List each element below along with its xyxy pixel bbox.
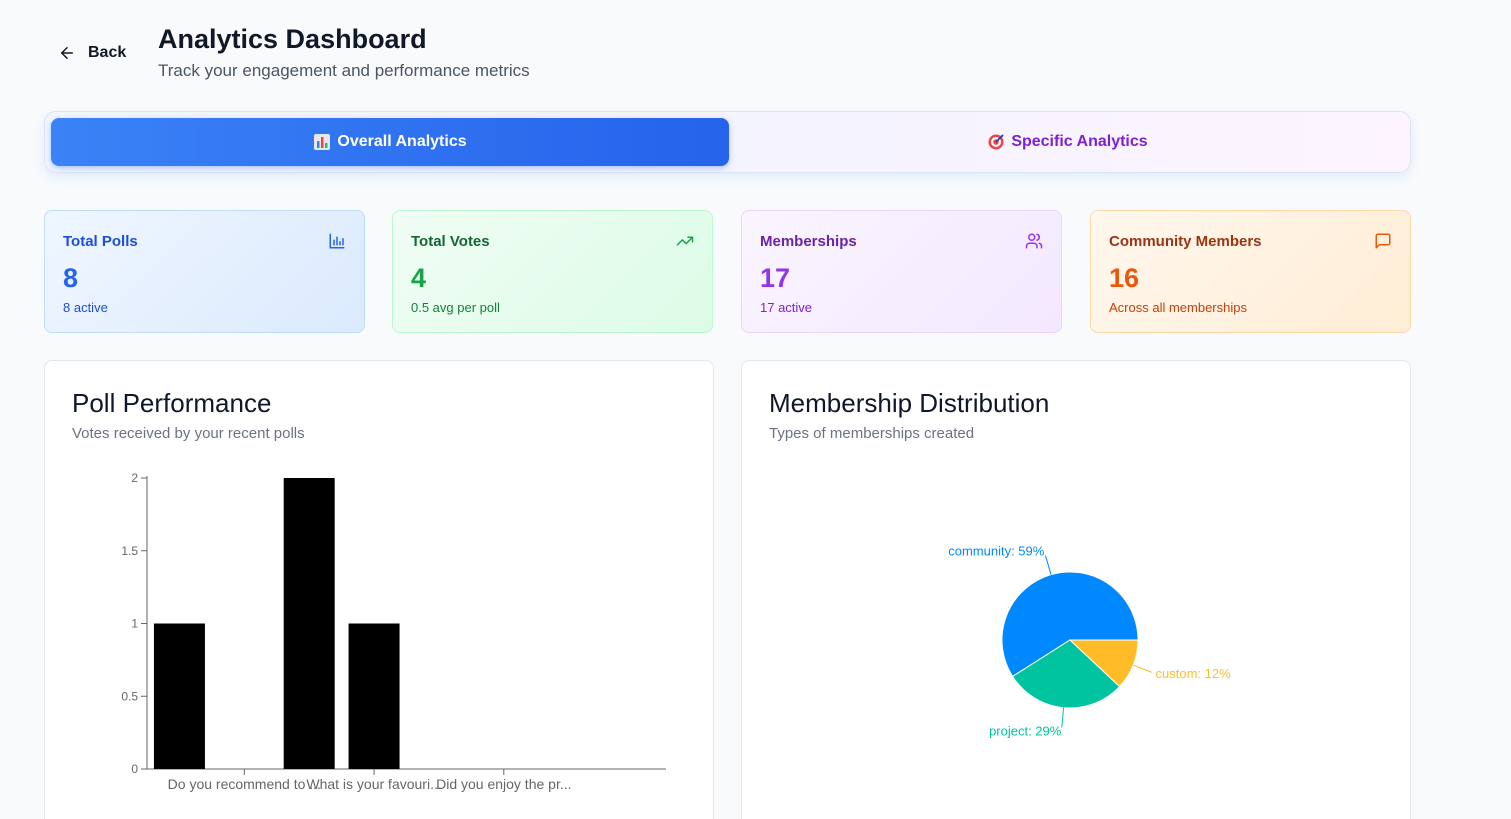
panel-subtitle: Votes received by your recent polls [72, 425, 305, 442]
page-subtitle: Track your engagement and performance me… [158, 61, 530, 80]
y-tick-label: 0.5 [121, 689, 138, 703]
tab-overall-label: Overall Analytics [337, 133, 467, 150]
poll-performance-panel: Poll Performance Votes received by your … [44, 360, 714, 819]
page-header: Back Analytics Dashboard Track your enga… [0, 0, 1511, 100]
bar[interactable] [348, 623, 400, 770]
stat-value: 8 [63, 263, 79, 293]
stat-subtext: 17 active [760, 300, 813, 315]
stat-value: 17 [760, 263, 791, 293]
stat-label: Total Polls [63, 233, 138, 250]
users-icon [1025, 233, 1043, 249]
stat-subtext: 0.5 avg per poll [411, 300, 500, 315]
panel-subtitle: Types of memberships created [769, 425, 975, 442]
stat-value: 16 [1109, 263, 1140, 293]
trending-up-icon [676, 236, 694, 246]
stat-card-community-members: Community Members 16 Across all membersh… [1090, 210, 1411, 333]
tab-overall-analytics[interactable]: Overall Analytics [51, 118, 729, 166]
analytics-tabs: Overall Analytics Specific Analytics [44, 111, 1411, 173]
pie-label-line [1133, 664, 1153, 673]
tab-specific-label: Specific Analytics [1011, 133, 1148, 150]
x-tick-label: Did you enjoy the pr... [436, 776, 571, 792]
arrow-left-icon [61, 47, 73, 59]
poll-performance-bar-chart: 0 0.5 1 1.5 2 Do you recommend to ...What is … [121, 471, 666, 792]
y-tick-label: 0 [131, 762, 138, 776]
page-title: Analytics Dashboard [158, 24, 427, 54]
back-label: Back [88, 44, 127, 61]
pie-slice-community[interactable] [1001, 571, 1139, 678]
target-emoji-icon [988, 134, 1004, 150]
pie-label-community: community: 59% [948, 544, 1045, 559]
stat-subtext: 8 active [63, 300, 108, 315]
pie-label-project: project: 29% [989, 724, 1062, 739]
stat-label: Total Votes [411, 233, 490, 250]
pie-label-line [1044, 555, 1052, 575]
x-tick-label: What is your favouri... [306, 776, 441, 792]
pie-label-line [1061, 707, 1065, 728]
bar-chart-emoji-icon [314, 134, 331, 150]
pie-label-custom: custom: 12% [1156, 666, 1232, 681]
x-tick-label: Do you recommend to ... [168, 776, 321, 792]
stat-label: Memberships [760, 233, 857, 250]
panel-title: Membership Distribution [769, 388, 1050, 418]
bar-chart-icon [329, 233, 345, 249]
stat-subtext: Across all memberships [1109, 300, 1247, 315]
pie-slice-custom[interactable] [1068, 639, 1139, 688]
membership-pie-chart: community: 59% project: 29% custom: 12% [948, 544, 1232, 739]
stat-value: 4 [411, 263, 427, 293]
bar[interactable] [283, 478, 335, 769]
pie-slice-project[interactable] [1011, 639, 1121, 709]
back-button[interactable]: Back [52, 38, 132, 68]
stat-card-total-polls: Total Polls 8 8 active [44, 210, 365, 333]
stat-card-memberships: Memberships 17 17 active [741, 210, 1062, 333]
membership-distribution-panel: Membership Distribution Types of members… [741, 360, 1411, 819]
stat-card-total-votes: Total Votes 4 0.5 avg per poll [392, 210, 713, 333]
y-tick-label: 2 [131, 471, 138, 485]
y-tick-label: 1 [131, 617, 138, 631]
tab-specific-analytics[interactable]: Specific Analytics [729, 118, 1406, 166]
message-square-icon [1375, 233, 1391, 249]
stat-label: Community Members [1109, 233, 1262, 250]
bar[interactable] [153, 623, 205, 770]
panel-title: Poll Performance [72, 388, 272, 418]
y-tick-label: 1.5 [121, 544, 138, 558]
